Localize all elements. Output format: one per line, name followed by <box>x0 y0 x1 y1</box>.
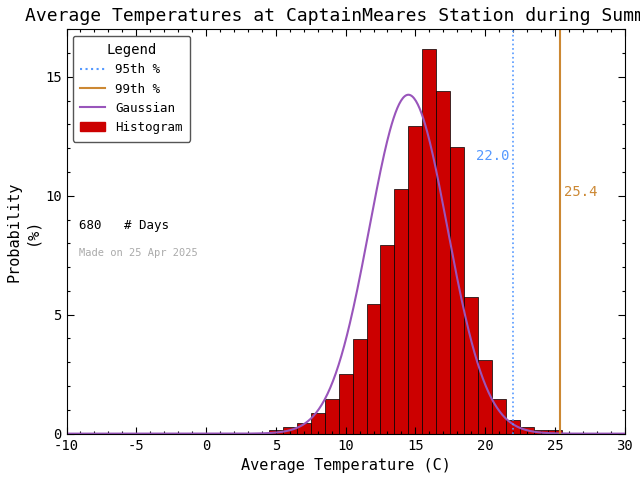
Bar <box>548 430 562 433</box>
Bar <box>436 91 451 433</box>
Bar <box>324 399 339 433</box>
Bar <box>451 147 464 433</box>
Bar <box>408 126 422 433</box>
Bar <box>492 399 506 433</box>
Text: 680   # Days: 680 # Days <box>79 219 169 232</box>
Bar <box>520 427 534 433</box>
Bar <box>367 304 381 433</box>
Bar <box>339 374 353 433</box>
Legend: 95th %, 99th %, Gaussian, Histogram: 95th %, 99th %, Gaussian, Histogram <box>73 36 190 142</box>
Bar <box>353 339 367 433</box>
Y-axis label: Probability
(%): Probability (%) <box>7 181 39 282</box>
Bar <box>269 430 283 433</box>
Bar <box>464 297 478 433</box>
Bar <box>381 245 394 433</box>
Bar <box>283 427 297 433</box>
Bar <box>534 430 548 433</box>
X-axis label: Average Temperature (C): Average Temperature (C) <box>241 458 451 473</box>
Bar <box>297 423 310 433</box>
Bar <box>506 420 520 433</box>
Bar <box>394 189 408 433</box>
Bar <box>310 413 324 433</box>
Bar <box>562 432 576 433</box>
Title: Average Temperatures at CaptainMeares Station during Summer: Average Temperatures at CaptainMeares St… <box>25 7 640 25</box>
Bar <box>478 360 492 433</box>
Text: Made on 25 Apr 2025: Made on 25 Apr 2025 <box>79 248 198 258</box>
Text: 22.0: 22.0 <box>476 149 509 163</box>
Bar <box>422 49 436 433</box>
Text: 25.4: 25.4 <box>564 185 598 199</box>
Bar <box>576 432 590 433</box>
